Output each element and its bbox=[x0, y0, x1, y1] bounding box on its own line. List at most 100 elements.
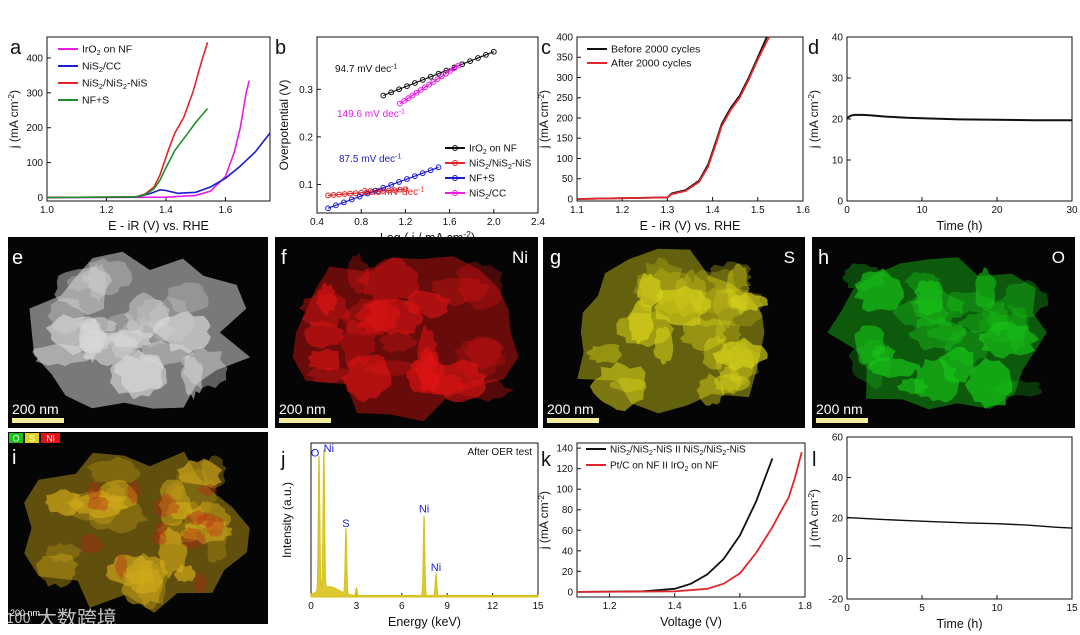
particle-texture bbox=[341, 297, 390, 338]
particle-texture bbox=[152, 493, 180, 518]
text-part: -NiS II bbox=[653, 445, 684, 456]
text-part: -NiS bbox=[127, 78, 147, 90]
text-part: 0 bbox=[844, 603, 850, 614]
legend-label: NiS2/NiS2-NiS bbox=[82, 78, 147, 92]
panel-c: 1.1 1.2 1.3 1.4 1.5 1.6 0 50 100 150 200 250 300 350 4… bbox=[536, 33, 811, 234]
y-tick-label: 0.3 bbox=[299, 85, 313, 96]
data-point bbox=[427, 167, 434, 174]
y-tick-label: 60 bbox=[832, 433, 844, 444]
panel-d: 0 10 20 30 0 10 20 30 40 Time (h) j (mA cm-2) d bbox=[806, 33, 1078, 234]
panel-letter: f bbox=[281, 247, 287, 269]
panel-letter: a bbox=[10, 37, 22, 59]
data-point bbox=[380, 92, 387, 99]
particle-texture bbox=[586, 344, 622, 364]
text-part: 200 nm bbox=[10, 608, 40, 618]
particle-texture bbox=[87, 496, 110, 512]
particle-texture bbox=[176, 458, 223, 488]
text-part: ) bbox=[807, 90, 821, 94]
data-point bbox=[325, 192, 331, 199]
series-line bbox=[846, 516, 1073, 529]
text-part: b bbox=[275, 37, 286, 59]
y-axis-label: Overpotential (V) bbox=[277, 80, 291, 171]
text-part: 100 bbox=[556, 154, 573, 165]
x-tick-label: 0.8 bbox=[354, 217, 368, 228]
text-part: IrO bbox=[82, 44, 97, 56]
text-part: 40 bbox=[562, 546, 574, 557]
overlay-chip-label: S bbox=[29, 434, 35, 444]
particle-texture bbox=[105, 554, 155, 587]
text-part: S bbox=[29, 434, 35, 444]
text-part: 2 bbox=[722, 450, 726, 457]
text-part: ) bbox=[807, 489, 821, 493]
y-axis-label: j (mA cm-2) bbox=[6, 90, 21, 149]
text-part: 50 bbox=[562, 174, 574, 185]
series-line bbox=[383, 51, 495, 97]
y-tick-label: 40 bbox=[832, 473, 844, 484]
panel-f: 200 nm Ni f bbox=[275, 237, 538, 428]
panel-letter: e bbox=[12, 247, 23, 269]
text-part: 20.5 mV bbox=[362, 187, 402, 198]
text-part: 5 bbox=[919, 603, 925, 614]
particle-texture bbox=[114, 348, 165, 393]
y-tick-label: 10 bbox=[832, 156, 844, 167]
text-part: 15 bbox=[532, 601, 544, 612]
data-point bbox=[396, 179, 402, 185]
text-part: O bbox=[12, 434, 19, 444]
particle-texture bbox=[938, 346, 975, 383]
particle-texture bbox=[47, 298, 86, 335]
legend-label: After 2000 cycles bbox=[611, 58, 692, 70]
y-axis-label: j (mA cm-2) bbox=[806, 489, 821, 548]
particle-texture bbox=[155, 522, 168, 536]
data-point bbox=[475, 55, 481, 61]
text-part: 0.1 bbox=[299, 180, 313, 191]
data-point bbox=[409, 92, 416, 99]
particle-texture bbox=[946, 291, 994, 315]
peak-label: S bbox=[342, 518, 349, 530]
text-part: -2 bbox=[806, 493, 816, 501]
text-part: j (mA bbox=[7, 117, 21, 149]
particle-texture bbox=[842, 263, 885, 292]
x-tick-label: 5 bbox=[919, 603, 925, 614]
text-part: 0 bbox=[567, 194, 573, 205]
x-tick-label: 1.2 bbox=[603, 601, 617, 612]
x-tick-label: 10 bbox=[991, 603, 1003, 614]
particle-texture bbox=[988, 380, 1043, 397]
y-tick-label: 300 bbox=[556, 73, 573, 84]
text-part: -1 bbox=[399, 109, 405, 116]
x-tick-label: 1.2 bbox=[100, 205, 114, 216]
particle-texture bbox=[82, 258, 133, 296]
data-point bbox=[341, 191, 348, 197]
text-part: g bbox=[550, 247, 561, 269]
plot-frame bbox=[316, 36, 539, 214]
text-part: 1.4 bbox=[159, 205, 173, 216]
text-part: 2 bbox=[123, 82, 127, 91]
particle-texture bbox=[164, 482, 186, 501]
series-line bbox=[46, 80, 250, 199]
data-point bbox=[347, 190, 354, 197]
particle-texture bbox=[1007, 306, 1027, 353]
particle-texture bbox=[68, 490, 129, 518]
data-point bbox=[455, 62, 462, 69]
data-point bbox=[447, 68, 453, 74]
text-part: 1.4 bbox=[706, 205, 720, 216]
y-tick-label: 150 bbox=[556, 134, 573, 145]
y-tick-label: 50 bbox=[562, 174, 574, 185]
panel-letter: k bbox=[541, 449, 552, 471]
x-tick-label: 0 bbox=[844, 205, 850, 216]
text-part: 2 bbox=[626, 450, 630, 457]
data-point bbox=[401, 97, 407, 104]
text-part: -2 bbox=[806, 94, 816, 102]
particle-texture bbox=[35, 553, 79, 588]
data-point bbox=[438, 73, 445, 80]
particle-texture bbox=[690, 268, 740, 316]
text-part: 0.8 bbox=[354, 217, 368, 228]
particle-texture bbox=[609, 377, 646, 393]
particle-texture bbox=[689, 287, 746, 329]
particle-texture bbox=[463, 336, 504, 370]
text-part: Intensity (a.u.) bbox=[280, 482, 294, 558]
x-tick-label: 9 bbox=[444, 601, 450, 612]
legend-label: Pt/C on NF II IrO2 on NF bbox=[610, 461, 718, 474]
text-part: cm bbox=[537, 101, 551, 117]
data-point bbox=[336, 191, 343, 198]
